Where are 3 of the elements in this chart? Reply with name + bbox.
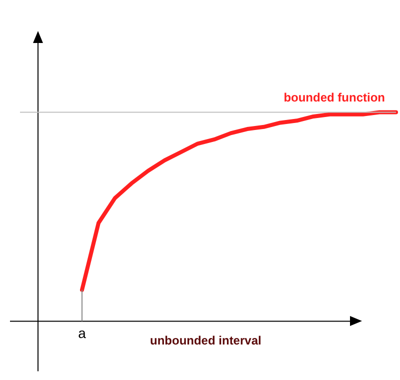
- series-label: bounded function: [284, 90, 385, 105]
- x-axis-title: unbounded interval: [150, 334, 262, 348]
- text: a: [78, 325, 86, 342]
